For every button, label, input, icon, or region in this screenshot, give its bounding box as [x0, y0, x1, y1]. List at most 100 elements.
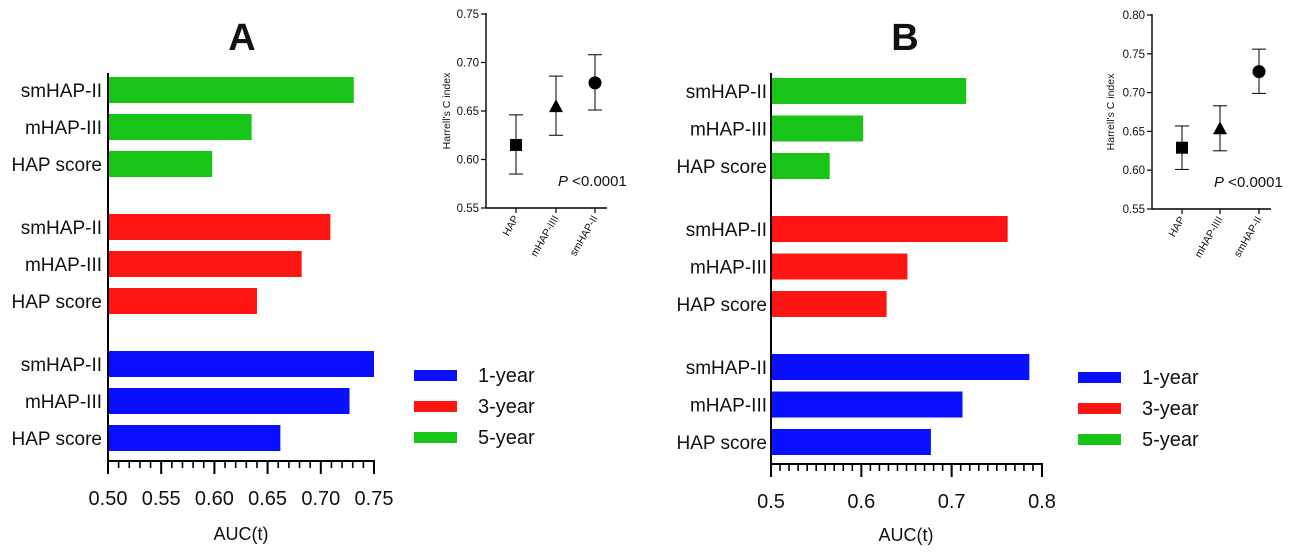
legend-label: 3-year [478, 396, 535, 418]
category-label: mHAP-III [25, 255, 102, 276]
inset-y-axis-title: Harrell's C index [1105, 73, 1117, 150]
category-label: smHAP-II [686, 220, 767, 241]
legend-label: 5-year [1142, 429, 1199, 451]
inset-y-tick-label: 0.75 [1123, 49, 1145, 61]
legend-swatch [414, 432, 457, 443]
category-label: smHAP-II [686, 82, 767, 103]
legend-label: 3-year [1142, 398, 1199, 420]
inset-x-tick-label: smHAP-II [1232, 215, 1265, 260]
legend-swatch [1078, 372, 1121, 383]
bar-1-year-HAP score [109, 425, 281, 451]
bar-3-year-mHAP-III [109, 251, 302, 277]
p-symbol: P [558, 173, 568, 190]
legend-label: 1-year [1142, 367, 1199, 389]
x-tick-label: 0.70 [301, 488, 340, 510]
x-tick-label: 0.55 [142, 488, 181, 510]
inset-y-tick-label: 0.70 [457, 58, 479, 70]
category-label: mHAP-III [690, 258, 767, 279]
bar-1-year-mHAP-III [109, 388, 350, 414]
bar-5-year-HAP score [109, 151, 213, 177]
x-axis-title: AUC(t) [214, 524, 269, 544]
inset-y-tick-label: 0.75 [457, 9, 479, 21]
bar-5-year-HAP score [772, 153, 830, 179]
x-tick-label: 0.60 [195, 488, 234, 510]
p-value-annotation: P <0.0001 [1214, 174, 1283, 191]
x-tick-label: 0.6 [847, 491, 875, 513]
inset-x-tick-label: HAP [500, 214, 521, 239]
bar-5-year-mHAP-III [109, 114, 252, 140]
x-tick-label: 0.5 [757, 491, 785, 513]
x-tick-label: 0.65 [248, 488, 287, 510]
legend-b: 1-year 3-year 5-year [1078, 367, 1199, 451]
legend-label: 5-year [478, 427, 535, 449]
bar-1-year-mHAP-III [772, 391, 963, 418]
p-value: <0.0001 [568, 173, 627, 190]
category-label: mHAP-III [25, 392, 102, 413]
bar-5-year-mHAP-III [772, 115, 864, 142]
inset-x-tick-label: HAP [1166, 215, 1187, 240]
c-index-inset: 0.55 0.60 0.65 0.70 0.75 0.80 Harrell's C inde… [1105, 10, 1283, 260]
inset-y-axis-title: Harrell's C index [441, 72, 453, 149]
category-label: smHAP-II [21, 218, 102, 239]
circle-marker [588, 76, 602, 90]
square-marker [1176, 141, 1188, 154]
triangle-marker [549, 99, 563, 113]
inset-y-tick-label: 0.55 [457, 203, 479, 215]
category-label: smHAP-II [21, 81, 102, 102]
p-symbol: P [1214, 174, 1224, 191]
bar-3-year-HAP score [772, 291, 887, 317]
bar-3-year-HAP score [109, 288, 257, 314]
legend-swatch [1078, 403, 1121, 414]
panel-letter: B [891, 17, 918, 59]
p-value-annotation: P <0.0001 [558, 173, 627, 190]
c-index-inset: 0.55 0.60 0.65 0.70 0.75 Harrell's C index HAP… [441, 9, 627, 259]
bar-5-year-smHAP-II [109, 77, 354, 103]
category-label: HAP score [12, 429, 102, 450]
x-tick-label: 0.75 [355, 488, 394, 510]
auc-bar-chart: smHAP-II mHAP-III HAP score smHAP-II mHAP-II… [12, 73, 394, 544]
bar-1-year-smHAP-II [109, 351, 374, 377]
legend-swatch [414, 370, 457, 381]
category-label: HAP score [12, 292, 102, 313]
inset-y-tick-label: 0.60 [457, 155, 479, 167]
category-label: smHAP-II [21, 355, 102, 376]
square-marker [510, 138, 522, 151]
x-tick-label: 0.8 [1028, 491, 1056, 513]
bar-5-year-smHAP-II [772, 78, 967, 104]
x-tick-label: 0.50 [89, 488, 128, 510]
inset-y-tick-label: 0.55 [1123, 204, 1145, 216]
category-label: HAP score [677, 433, 767, 454]
inset-x-tick-label: smHAP-II [568, 214, 601, 259]
inset-y-tick-label: 0.60 [1123, 165, 1145, 177]
inset-y-tick-label: 0.80 [1123, 10, 1145, 22]
triangle-marker [1213, 121, 1227, 135]
category-label: HAP score [677, 157, 767, 178]
panel-letter: A [228, 17, 255, 59]
x-tick-label: 0.7 [938, 491, 966, 513]
p-value: <0.0001 [1224, 174, 1283, 191]
inset-x-tick-label: mHAP-IIII [528, 214, 561, 259]
auc-bar-chart: smHAP-II mHAP-III HAP score smHAP-II mHAP-II… [677, 73, 1056, 545]
category-label: mHAP-III [25, 118, 102, 139]
bar-3-year-smHAP-II [772, 216, 1008, 242]
inset-y-tick-label: 0.65 [457, 106, 479, 118]
circle-marker [1252, 65, 1266, 79]
inset-x-tick-label: mHAP-IIII [1192, 215, 1225, 260]
category-label: HAP score [12, 155, 102, 176]
bar-1-year-smHAP-II [772, 354, 1030, 380]
x-axis-title: AUC(t) [879, 525, 934, 545]
category-label: mHAP-III [690, 120, 767, 141]
legend-label: 1-year [478, 365, 535, 387]
legend-swatch [1078, 434, 1121, 445]
bar-1-year-HAP score [772, 429, 931, 455]
inset-y-tick-label: 0.70 [1123, 88, 1145, 100]
category-label: mHAP-III [690, 396, 767, 417]
legend-swatch [414, 401, 457, 412]
bar-3-year-smHAP-II [109, 214, 331, 240]
category-label: smHAP-II [686, 358, 767, 379]
legend-a: 1-year 3-year 5-year [414, 365, 535, 449]
